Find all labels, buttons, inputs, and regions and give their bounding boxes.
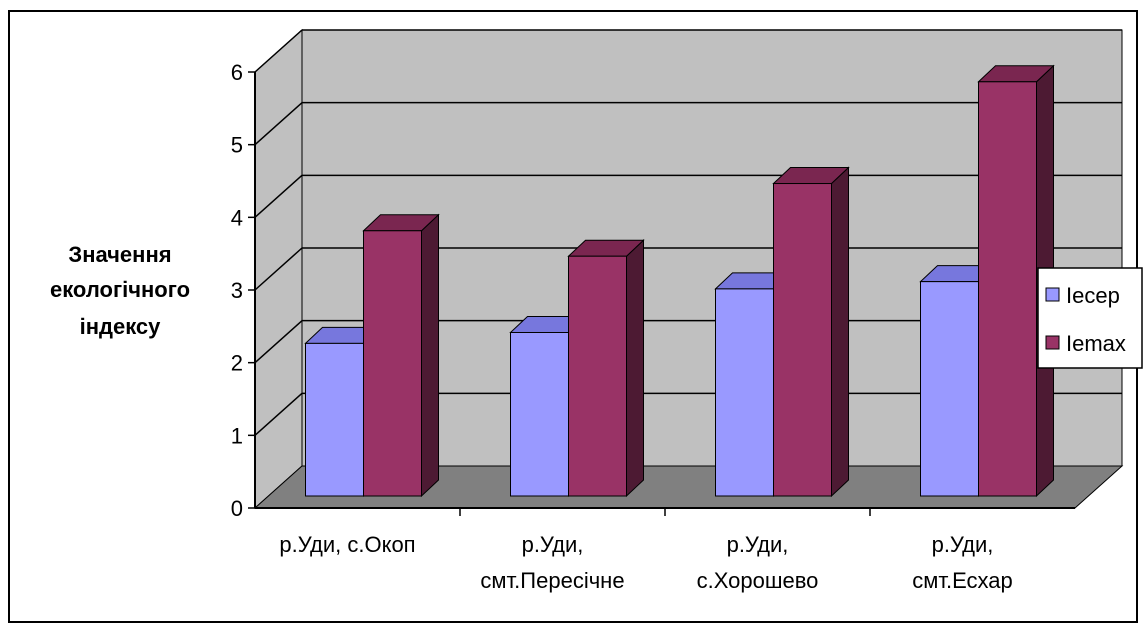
y-axis-title-line-3: індексу xyxy=(80,314,162,339)
bar-iecep-3 xyxy=(715,288,774,497)
bar-iemax-1 xyxy=(363,230,422,497)
bar-iemax-1-side xyxy=(421,213,439,498)
legend-label-iemax: Iemax xyxy=(1066,331,1126,356)
y-axis-title-line-2: екологічного xyxy=(50,277,190,302)
legend-box xyxy=(1037,267,1143,369)
y-tick-label: 5 xyxy=(231,133,243,158)
y-tick-label: 2 xyxy=(231,351,243,376)
bar-iecep-2 xyxy=(510,332,569,497)
legend: Iecep Iemax xyxy=(1037,267,1143,369)
x-tick-label: смт.Пересічне xyxy=(480,568,624,593)
x-tick-label: р.Уди, xyxy=(727,532,789,557)
bar-iemax-3 xyxy=(773,183,832,497)
gridline-side xyxy=(254,392,303,436)
x-tick-label: р.Уди, xyxy=(932,532,994,557)
legend-swatch-iemax xyxy=(1045,335,1060,350)
gridline-side xyxy=(254,247,303,291)
bar-iemax-3-side xyxy=(831,166,849,498)
bar-iecep-1 xyxy=(305,342,364,497)
gridline-side xyxy=(254,174,303,218)
gridline-side xyxy=(254,29,303,73)
x-tick-label: р.Уди, xyxy=(522,532,584,557)
x-tick-labels: р.Уди, с.Окоп р.Уди, смт.Пересічне р.Уди, с.… xyxy=(279,508,1013,593)
y-tick-label: 6 xyxy=(231,60,243,85)
gridline-side xyxy=(254,102,303,146)
y-tick-labels: 0 1 2 3 4 5 6 xyxy=(231,60,255,521)
y-tick-label: 3 xyxy=(231,278,243,303)
bar-iemax-2-side xyxy=(626,239,644,498)
bar-iemax-4 xyxy=(978,81,1037,497)
gridline-side xyxy=(254,320,303,364)
y-axis-title-line-1: Значення xyxy=(68,242,171,267)
x-tick-label: р.Уди, с.Окоп xyxy=(279,532,415,557)
bar-iecep-4 xyxy=(920,281,979,497)
bars xyxy=(304,64,1055,498)
y-tick-label: 1 xyxy=(231,423,243,448)
legend-swatch-iecep xyxy=(1045,287,1060,302)
x-tick-label: смт.Есхар xyxy=(912,568,1013,593)
bar-iemax-2 xyxy=(568,255,627,497)
x-tick-label: с.Хорошево xyxy=(697,568,819,593)
y-tick-label: 4 xyxy=(231,205,243,230)
legend-label-iecep: Iecep xyxy=(1066,283,1120,308)
y-tick-label: 0 xyxy=(231,496,243,521)
